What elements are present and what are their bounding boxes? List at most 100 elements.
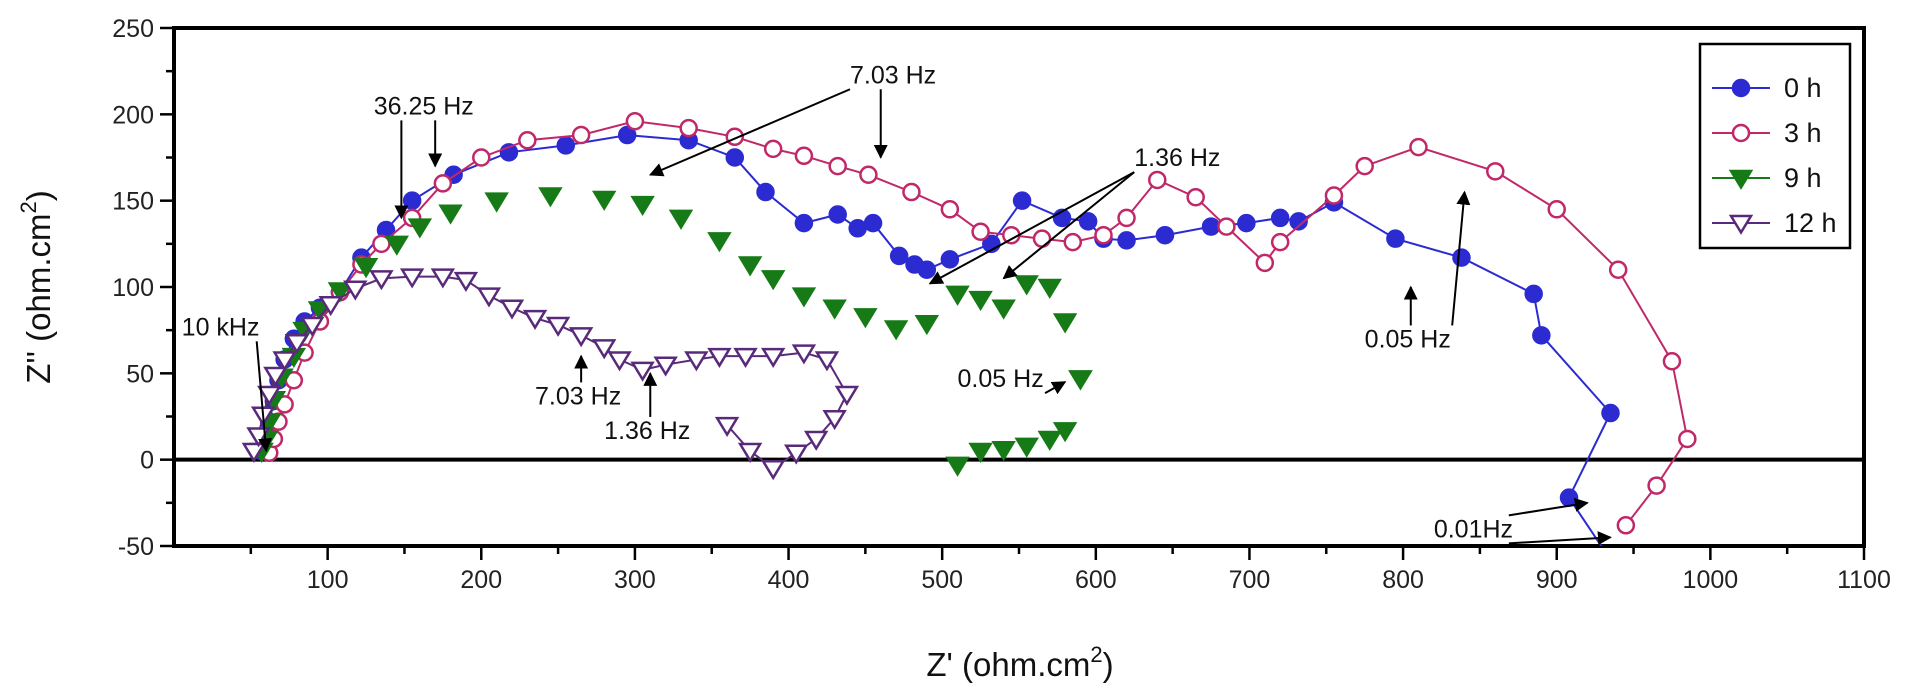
legend: 0 h 3 h 9 h 12 h bbox=[1698, 42, 1852, 250]
legend-marker bbox=[1731, 78, 1751, 98]
data-point bbox=[1237, 213, 1256, 233]
y-tick-label: 100 bbox=[112, 274, 154, 302]
data-point bbox=[784, 444, 809, 465]
x-tick-label: 600 bbox=[1075, 566, 1117, 594]
annotation-label: 0.05 Hz bbox=[958, 365, 1044, 393]
data-point bbox=[343, 280, 368, 301]
data-point bbox=[430, 268, 456, 289]
data-point bbox=[940, 200, 960, 219]
data-point bbox=[1032, 229, 1052, 248]
data-point bbox=[859, 165, 878, 185]
data-point bbox=[828, 205, 847, 224]
data-point bbox=[791, 287, 817, 308]
data-point bbox=[272, 351, 297, 372]
data-point bbox=[1486, 162, 1505, 181]
annotation-arrow bbox=[648, 88, 851, 177]
annotation-arrow bbox=[928, 171, 1135, 285]
data-point bbox=[1201, 217, 1221, 236]
legend-marker bbox=[1728, 169, 1754, 190]
x-tick-label: 900 bbox=[1536, 566, 1578, 594]
y-tick-label: 250 bbox=[112, 15, 154, 43]
data-point bbox=[617, 125, 637, 145]
data-point bbox=[760, 270, 786, 291]
annotation-arrow bbox=[1002, 171, 1135, 280]
data-point bbox=[399, 268, 425, 289]
data-point bbox=[1078, 212, 1098, 231]
data-point bbox=[1647, 476, 1666, 495]
data-point bbox=[284, 334, 310, 355]
data-point bbox=[372, 234, 391, 254]
series-2 bbox=[260, 111, 1697, 535]
x-axis-title: Z' (ohm.cm2) bbox=[926, 642, 1113, 683]
data-point bbox=[522, 309, 548, 330]
annotation-arrow bbox=[1508, 497, 1589, 517]
data-point bbox=[714, 416, 740, 438]
data-point bbox=[737, 256, 763, 277]
data-point bbox=[760, 460, 786, 481]
data-point bbox=[971, 222, 990, 241]
data-point bbox=[1117, 231, 1136, 250]
annotation-label: 1.36 Hz bbox=[604, 417, 690, 445]
y-tick-label: 150 bbox=[112, 188, 154, 216]
data-point bbox=[940, 250, 960, 269]
data-point bbox=[1452, 248, 1471, 267]
data-point bbox=[1217, 217, 1236, 236]
data-point bbox=[1270, 232, 1290, 252]
annotations: 36.25 Hz 7.03 Hz 1.36 Hz 10 kHz 7.03 Hz 1.36 … bbox=[182, 61, 1612, 546]
data-point bbox=[1532, 326, 1551, 345]
data-point bbox=[834, 385, 860, 406]
data-point bbox=[945, 285, 970, 306]
data-point bbox=[630, 361, 655, 382]
data-point bbox=[991, 299, 1016, 320]
x-axis-ticks: 100 200 300 400 500 600 700 800 900 1000 1100 bbox=[249, 546, 1891, 594]
data-point bbox=[433, 174, 453, 193]
data-point bbox=[1155, 225, 1175, 245]
data-point bbox=[1117, 208, 1136, 228]
data-point bbox=[1559, 488, 1579, 507]
data-point bbox=[538, 187, 563, 208]
data-point bbox=[246, 427, 271, 448]
annotation-label: 10 kHz bbox=[182, 313, 260, 341]
data-point bbox=[518, 130, 537, 150]
data-point bbox=[917, 260, 937, 279]
data-point bbox=[625, 111, 645, 131]
data-point bbox=[1409, 137, 1428, 157]
y-tick-label: 200 bbox=[112, 101, 154, 129]
x-tick-label: 200 bbox=[460, 566, 502, 594]
data-point bbox=[1037, 430, 1062, 451]
y-tick-label: -50 bbox=[118, 533, 154, 561]
data-point bbox=[756, 182, 775, 202]
y-axis-title-close: ) bbox=[20, 190, 57, 201]
data-point bbox=[568, 327, 594, 348]
data-point bbox=[684, 351, 709, 372]
data-point bbox=[545, 316, 571, 337]
data-point bbox=[828, 156, 847, 176]
data-point bbox=[883, 320, 909, 341]
data-point bbox=[571, 125, 591, 145]
annotation-label: 36.25 Hz bbox=[374, 92, 474, 120]
data-point bbox=[1068, 370, 1093, 391]
data-point bbox=[763, 139, 783, 159]
data-point bbox=[369, 270, 394, 291]
data-point bbox=[472, 148, 491, 167]
annotation-label: 0.01Hz bbox=[1434, 515, 1513, 543]
data-point bbox=[653, 356, 678, 377]
data-point bbox=[263, 366, 288, 387]
y-axis-title-sup: 2 bbox=[16, 201, 41, 213]
data-point bbox=[945, 456, 970, 477]
x-tick-label: 1000 bbox=[1683, 566, 1739, 594]
data-point bbox=[1355, 156, 1374, 176]
annotation-arrow bbox=[255, 341, 273, 453]
series-4 bbox=[241, 268, 860, 481]
x-tick-label: 500 bbox=[921, 566, 963, 594]
data-point bbox=[760, 347, 786, 368]
data-point bbox=[1386, 229, 1405, 248]
data-point bbox=[968, 290, 993, 311]
data-point bbox=[889, 246, 909, 266]
data-point bbox=[914, 315, 940, 336]
data-point bbox=[257, 385, 282, 406]
legend-label: 0 h bbox=[1784, 73, 1822, 103]
data-point bbox=[402, 191, 422, 210]
x-tick-label: 700 bbox=[1229, 566, 1271, 594]
